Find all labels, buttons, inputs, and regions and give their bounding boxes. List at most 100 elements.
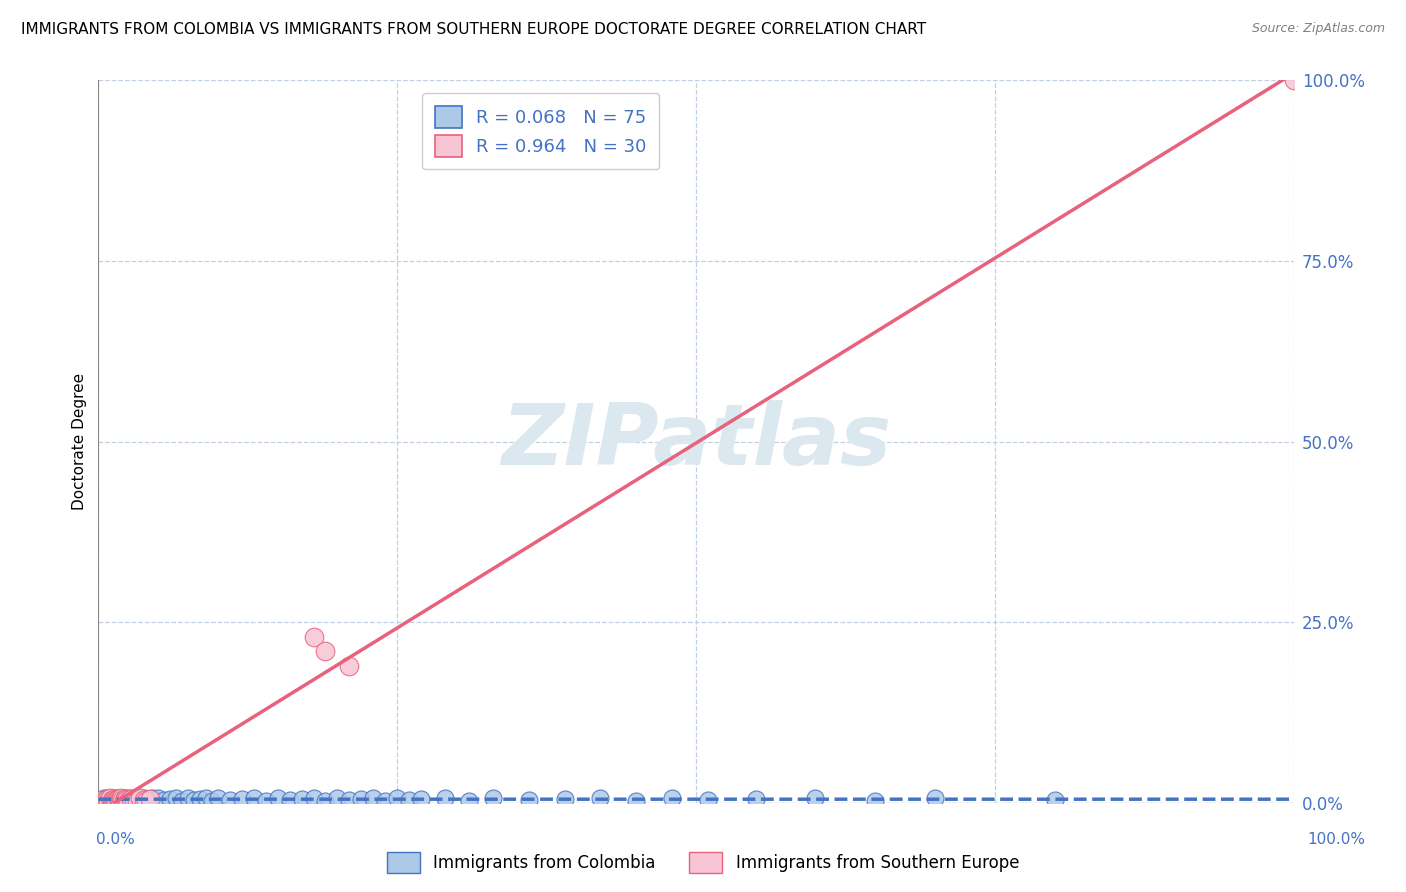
Point: [110, 792, 132, 806]
Point: [374, 794, 396, 808]
Point: [145, 794, 167, 808]
Text: ZIPatlas: ZIPatlas: [501, 400, 891, 483]
Point: [103, 792, 125, 806]
Point: [481, 790, 505, 805]
Point: [108, 793, 131, 807]
Point: [115, 792, 138, 806]
Point: [96, 790, 118, 805]
Point: [302, 791, 325, 805]
Point: [121, 790, 143, 805]
Point: [112, 794, 135, 808]
Point: [132, 793, 155, 807]
Point: [315, 644, 337, 658]
Point: [302, 630, 325, 644]
Point: [112, 794, 135, 808]
Point: [517, 793, 540, 807]
Point: [101, 794, 124, 808]
Point: [411, 792, 433, 806]
Point: [626, 794, 648, 808]
Point: [94, 794, 117, 808]
Point: [207, 790, 229, 805]
Point: [434, 791, 457, 805]
Text: IMMIGRANTS FROM COLOMBIA VS IMMIGRANTS FROM SOUTHERN EUROPE DOCTORATE DEGREE COR: IMMIGRANTS FROM COLOMBIA VS IMMIGRANTS F…: [21, 22, 927, 37]
Point: [104, 793, 127, 807]
Point: [135, 794, 157, 808]
Point: [385, 790, 409, 805]
Point: [188, 792, 211, 806]
Text: Source: ZipAtlas.com: Source: ZipAtlas.com: [1251, 22, 1385, 36]
Point: [177, 790, 200, 805]
Point: [111, 793, 134, 807]
Point: [363, 791, 385, 805]
Point: [107, 793, 129, 807]
Point: [745, 792, 768, 806]
Point: [458, 794, 481, 808]
Point: [108, 794, 131, 808]
Point: [138, 792, 160, 806]
Point: [195, 791, 218, 805]
Point: [291, 792, 314, 806]
Point: [100, 794, 122, 808]
Point: [98, 791, 122, 805]
Point: [1043, 793, 1066, 807]
Point: [804, 791, 827, 805]
Point: [153, 793, 176, 807]
Point: [124, 793, 146, 807]
Point: [172, 794, 194, 808]
Point: [105, 794, 128, 808]
Point: [554, 792, 576, 806]
Point: [93, 794, 115, 808]
Point: [107, 790, 129, 805]
Point: [139, 792, 162, 806]
Point: [93, 791, 115, 805]
Point: [110, 791, 132, 805]
Point: [124, 793, 146, 807]
Point: [201, 794, 224, 808]
Point: [97, 793, 120, 807]
Point: [120, 792, 142, 806]
Point: [131, 794, 153, 808]
Point: [104, 792, 127, 806]
Point: [98, 791, 122, 805]
Point: [101, 790, 124, 805]
Point: [398, 793, 420, 807]
Point: [165, 791, 187, 805]
Point: [100, 793, 122, 807]
Point: [350, 792, 373, 806]
Point: [103, 793, 125, 807]
Point: [91, 793, 114, 807]
Point: [96, 792, 118, 806]
Point: [267, 790, 290, 805]
Point: [589, 791, 612, 805]
Point: [128, 791, 150, 805]
Point: [1282, 73, 1305, 87]
Point: [159, 792, 181, 806]
Point: [661, 790, 683, 805]
Point: [924, 790, 946, 805]
Point: [231, 792, 253, 806]
Point: [115, 793, 138, 807]
Point: [111, 791, 134, 805]
Point: [91, 793, 114, 807]
Point: [183, 793, 205, 807]
Point: [865, 794, 887, 808]
Point: [120, 794, 142, 808]
Point: [114, 790, 136, 805]
Point: [315, 794, 337, 808]
Point: [219, 793, 242, 807]
Point: [141, 791, 163, 805]
Point: [339, 658, 361, 673]
Point: [278, 793, 301, 807]
Point: [132, 790, 155, 805]
Point: [339, 793, 361, 807]
Text: 0.0%: 0.0%: [96, 831, 135, 847]
Legend: Immigrants from Colombia, Immigrants from Southern Europe: Immigrants from Colombia, Immigrants fro…: [380, 846, 1026, 880]
Point: [107, 792, 129, 806]
Point: [105, 791, 128, 805]
Point: [125, 794, 148, 808]
Point: [148, 790, 170, 805]
Point: [98, 792, 121, 806]
Point: [114, 792, 136, 806]
Point: [97, 794, 120, 808]
Y-axis label: Doctorate Degree: Doctorate Degree: [72, 373, 87, 510]
